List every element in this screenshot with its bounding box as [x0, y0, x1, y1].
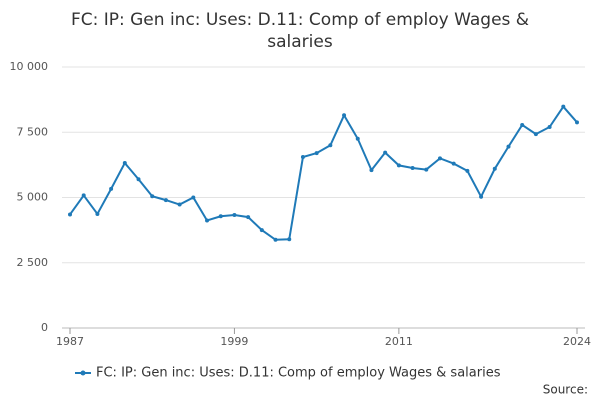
point: [492, 166, 497, 171]
point: [533, 132, 538, 137]
point: [575, 120, 579, 125]
point: [81, 193, 86, 198]
point: [191, 195, 196, 200]
legend-label: FC: IP: Gen inc: Uses: D.11: Comp of emp…: [96, 366, 501, 381]
point: [300, 155, 305, 160]
point: [218, 214, 223, 219]
y-tick-label: 0: [41, 321, 48, 334]
point: [122, 161, 127, 166]
point: [561, 104, 566, 109]
x-tick-label: 2024: [563, 335, 591, 348]
point: [150, 194, 155, 199]
point: [177, 202, 182, 207]
point: [232, 212, 237, 217]
point: [396, 163, 401, 168]
point: [246, 215, 251, 220]
chart-title: FC: IP: Gen inc: Uses: D.11: Comp of emp…: [71, 10, 529, 52]
source-label: Source:: [543, 383, 588, 397]
x-tick-label: 1987: [56, 335, 84, 348]
point: [287, 237, 292, 242]
point: [547, 125, 552, 130]
point: [342, 113, 347, 118]
series-line: [69, 105, 578, 241]
point: [273, 237, 278, 242]
point: [259, 228, 264, 233]
point: [163, 198, 168, 203]
point: [95, 211, 100, 216]
y-tick-label: 10 000: [10, 60, 49, 73]
y-tick-label: 5 000: [17, 191, 49, 204]
point: [437, 156, 442, 161]
point: [205, 218, 210, 223]
point: [68, 212, 72, 217]
point: [109, 186, 114, 191]
point: [355, 136, 360, 141]
point: [520, 122, 525, 127]
point: [369, 168, 374, 173]
point: [328, 143, 333, 148]
point: [479, 194, 484, 199]
point: [314, 151, 319, 156]
point: [410, 166, 415, 171]
point: [451, 161, 456, 166]
legend-marker: [80, 370, 86, 376]
point: [136, 177, 141, 182]
x-tick-label: 1999: [220, 335, 248, 348]
point: [424, 167, 429, 172]
x-tick-label: 2011: [385, 335, 413, 348]
y-tick-label: 7 500: [17, 125, 49, 138]
point: [465, 168, 470, 173]
y-tick-label: 2 500: [17, 256, 49, 269]
point: [506, 144, 511, 149]
point: [383, 150, 388, 155]
